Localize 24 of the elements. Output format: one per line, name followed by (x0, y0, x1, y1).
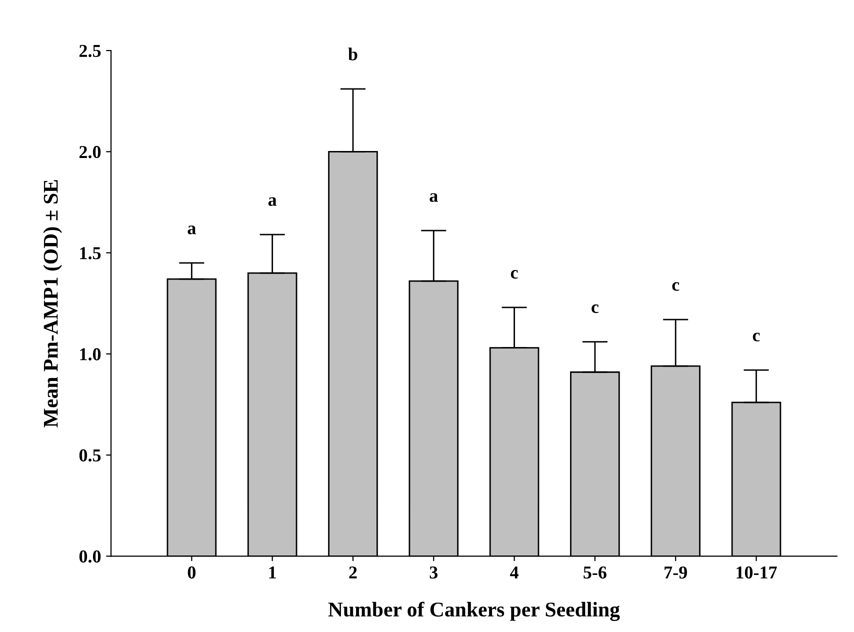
x-tick-label: 0 (188, 566, 196, 579)
x-tick-label: 4 (510, 566, 518, 578)
x-tick-label: 1 (269, 566, 276, 578)
x-tick-label: 7-9 (664, 566, 687, 579)
y-tick-label: 2.5 (79, 44, 101, 58)
annotation: c (510, 270, 518, 279)
annotation: a (188, 226, 196, 234)
x-tick-label: 2 (349, 566, 357, 578)
y-tick-label: 1.0 (80, 348, 101, 360)
y-tick-label: 2.0 (79, 146, 101, 158)
y-tick-label: 0.0 (79, 550, 101, 563)
annotation: a (268, 197, 277, 206)
y-tick-label: 1.5 (80, 247, 101, 260)
annotation: c (752, 332, 760, 342)
x-tick-label: 5-6 (584, 566, 606, 579)
y-tick-label: 0.5 (79, 449, 101, 462)
y-axis-title: Mean Pm-AMP1 (OD) ± SE (43, 180, 62, 428)
annotation: b (348, 48, 358, 60)
x-tick-label: 3 (430, 566, 438, 579)
annotation: a (430, 193, 438, 202)
annotation: c (672, 282, 680, 291)
x-axis-title: Number of Cankers per Seedling (328, 602, 620, 621)
annotation: c (592, 304, 599, 314)
x-tick-label: 10-17 (736, 566, 777, 579)
